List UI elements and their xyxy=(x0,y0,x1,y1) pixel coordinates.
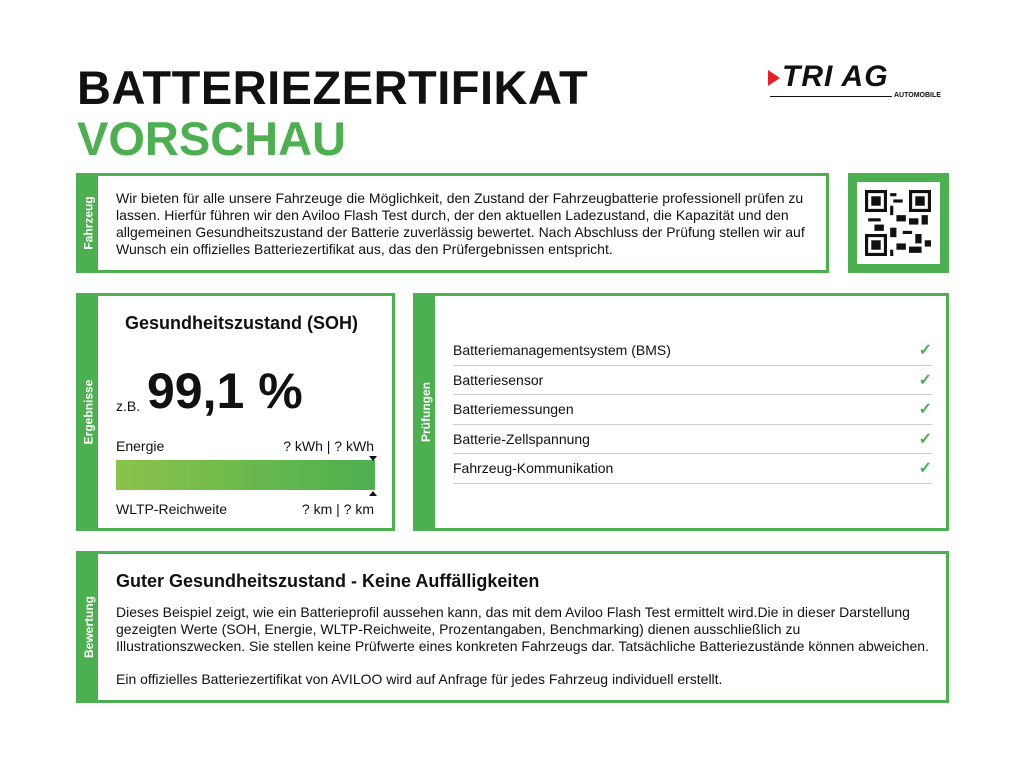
soh-value: 99,1 % xyxy=(147,363,303,419)
page-subtitle: VORSCHAU xyxy=(77,112,346,165)
check-item-label: Batterie-Zellspannung xyxy=(453,430,590,447)
check-item-label: Batteriemessungen xyxy=(453,401,574,418)
marker-bottom-icon xyxy=(369,491,377,496)
bewertung-note: Ein offizielles Batteriezertifikat von A… xyxy=(116,671,723,687)
range-label: WLTP-Reichweite xyxy=(116,501,227,517)
page-title: BATTERIEZERTIFIKAT xyxy=(77,61,589,114)
check-item-label: Batteriemanagementsystem (BMS) xyxy=(453,342,671,359)
tri-ag-logo: TRI AG AUTOMOBILE xyxy=(768,60,950,100)
ergebnisse-section: Ergebnisse Gesundheitszustand (SOH) z.B.… xyxy=(76,293,395,531)
check-item: Fahrzeug-Kommunikation ✓ xyxy=(453,454,932,484)
section-label: Ergebnisse xyxy=(79,296,98,528)
check-item-label: Batteriesensor xyxy=(453,371,544,388)
checkmark-icon: ✓ xyxy=(918,401,932,419)
fahrzeug-section: Fahrzeug Wir bieten für alle unsere Fahr… xyxy=(76,173,829,273)
check-item: Batteriemanagementsystem (BMS) ✓ xyxy=(453,336,932,366)
marker-top-icon xyxy=(369,456,377,461)
checkmark-icon: ✓ xyxy=(918,430,932,448)
section-label: Prüfungen xyxy=(416,296,435,528)
qr-code-icon xyxy=(865,190,931,256)
bewertung-title: Guter Gesundheitszustand - Keine Auffäll… xyxy=(116,571,540,591)
check-item-label: Fahrzeug-Kommunikation xyxy=(453,460,614,477)
bewertung-text: Dieses Beispiel zeigt, wie ein Batteriep… xyxy=(116,604,929,654)
check-item: Batterie-Zellspannung ✓ xyxy=(453,425,932,454)
soh-title: Gesundheitszustand (SOH) xyxy=(125,313,359,333)
section-label: Bewertung xyxy=(79,554,98,700)
qr-section xyxy=(848,173,949,273)
check-item: Batteriemessungen ✓ xyxy=(453,395,932,425)
checkmark-icon: ✓ xyxy=(918,342,932,360)
section-label: Fahrzeug xyxy=(79,176,98,270)
bewertung-section: Bewertung Guter Gesundheitszustand - Kei… xyxy=(76,551,949,703)
range-value: ? km | ? km xyxy=(301,501,374,517)
soh-prefix: z.B. xyxy=(116,398,141,414)
energy-label: Energie xyxy=(116,438,165,454)
check-item: Batteriesensor ✓ xyxy=(453,366,932,395)
soh-bar xyxy=(116,460,375,490)
energy-value: ? kWh | ? kWh xyxy=(283,438,374,454)
fahrzeug-text: Wir bieten für alle unsere Fahrzeuge die… xyxy=(116,190,805,257)
checkmark-icon: ✓ xyxy=(918,460,932,478)
pruefungen-section: Prüfungen Batteriemanagementsystem (BMS)… xyxy=(413,293,949,531)
checkmark-icon: ✓ xyxy=(918,371,932,389)
